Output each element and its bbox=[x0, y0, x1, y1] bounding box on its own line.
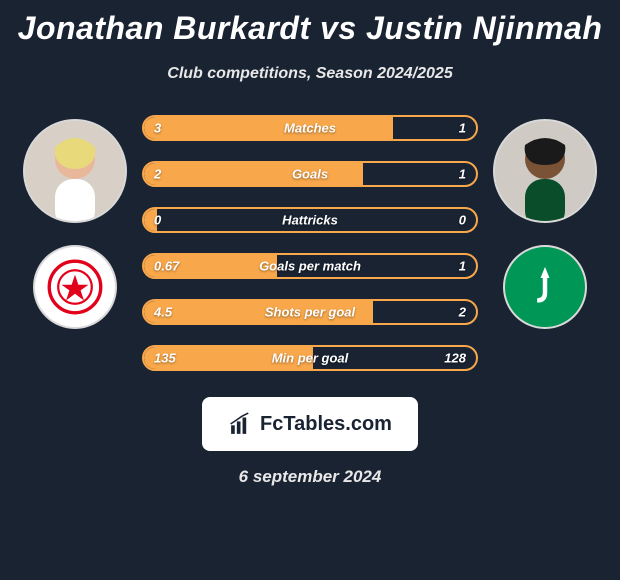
club-right-logo bbox=[503, 245, 587, 329]
club-right-logo-svg bbox=[517, 259, 573, 315]
stat-value-right: 1 bbox=[459, 167, 466, 182]
stat-bar-hattricks: 0 Hattricks 0 bbox=[142, 207, 478, 233]
stat-value-left: 4.5 bbox=[154, 305, 172, 320]
stat-label: Goals bbox=[292, 167, 328, 182]
stat-value-left: 135 bbox=[154, 351, 176, 366]
date-line: 6 september 2024 bbox=[0, 467, 620, 487]
stat-label: Matches bbox=[284, 121, 336, 136]
brand-text: FcTables.com bbox=[260, 413, 392, 436]
stat-bar-goals-per-match: 0.67 Goals per match 1 bbox=[142, 253, 478, 279]
club-left-logo-svg bbox=[47, 259, 103, 315]
stat-value-right: 1 bbox=[459, 259, 466, 274]
stat-value-left: 0 bbox=[154, 213, 161, 228]
stat-value-right: 128 bbox=[444, 351, 466, 366]
comparison-row: 3 Matches 1 2 Goals 1 0 Hattricks 0 0.67 Goals per… bbox=[0, 115, 620, 371]
stat-fill bbox=[144, 117, 393, 139]
stat-value-right: 1 bbox=[459, 121, 466, 136]
page-title: Jonathan Burkardt vs Justin Njinmah bbox=[0, 10, 620, 47]
stat-label: Hattricks bbox=[282, 213, 338, 228]
subtitle: Club competitions, Season 2024/2025 bbox=[0, 65, 620, 83]
stat-value-left: 2 bbox=[154, 167, 161, 182]
stat-value-right: 0 bbox=[459, 213, 466, 228]
right-column bbox=[490, 115, 600, 329]
stat-fill bbox=[144, 163, 363, 185]
player-right-avatar bbox=[493, 119, 597, 223]
stat-value-right: 2 bbox=[459, 305, 466, 320]
stat-value-left: 0.67 bbox=[154, 259, 179, 274]
stat-bar-goals: 2 Goals 1 bbox=[142, 161, 478, 187]
player-left-avatar-placeholder bbox=[25, 121, 125, 221]
stat-value-left: 3 bbox=[154, 121, 161, 136]
stat-label: Goals per match bbox=[259, 259, 361, 274]
stat-bar-matches: 3 Matches 1 bbox=[142, 115, 478, 141]
brand-badge: FcTables.com bbox=[202, 397, 418, 451]
club-left-logo bbox=[33, 245, 117, 329]
stats-column: 3 Matches 1 2 Goals 1 0 Hattricks 0 0.67 Goals per… bbox=[130, 115, 490, 371]
player-right-avatar-placeholder bbox=[495, 121, 595, 221]
stat-bar-shots-per-goal: 4.5 Shots per goal 2 bbox=[142, 299, 478, 325]
left-column bbox=[20, 115, 130, 329]
brand-chart-icon bbox=[228, 411, 254, 437]
stat-bar-min-per-goal: 135 Min per goal 128 bbox=[142, 345, 478, 371]
player-left-avatar bbox=[23, 119, 127, 223]
stat-label: Shots per goal bbox=[265, 305, 355, 320]
stat-label: Min per goal bbox=[272, 351, 349, 366]
